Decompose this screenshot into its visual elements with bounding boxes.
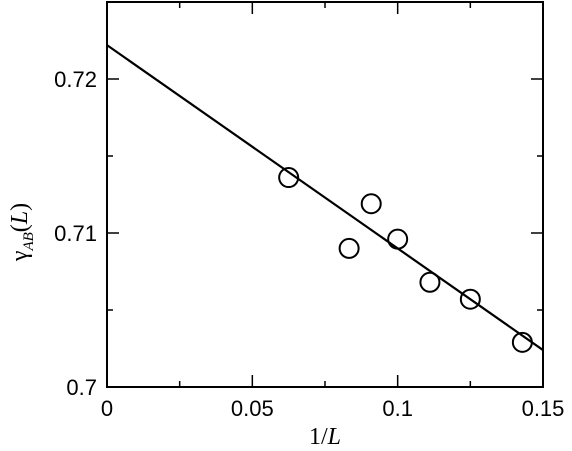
- y-tick-label: 0.7: [66, 375, 97, 400]
- x-tick-label: 0.05: [231, 396, 274, 421]
- y-tick-label: 0.72: [54, 67, 97, 92]
- data-point: [511, 331, 533, 353]
- y-tick-label: 0.71: [54, 221, 97, 246]
- data-point: [338, 237, 360, 259]
- fit-line: [106, 44, 544, 351]
- data-point: [278, 167, 300, 189]
- data-point: [360, 193, 382, 215]
- x-tick-label: 0: [101, 396, 113, 421]
- x-tick-label: 0.15: [522, 396, 565, 421]
- data-point: [419, 271, 441, 293]
- fit-line-group: [106, 44, 544, 351]
- ticks: [106, 2, 544, 388]
- x-tick-label: 0.1: [382, 396, 413, 421]
- data-point: [459, 288, 481, 310]
- x-axis-label: 1/L: [309, 424, 341, 450]
- y-axis-label: γAB(L): [7, 203, 37, 262]
- data-point: [387, 228, 409, 250]
- plot-frame: [106, 1, 544, 388]
- data-points: [278, 167, 533, 353]
- tick-labels: 0 0.05 0.1 0.15 0.7 0.71 0.72: [54, 67, 564, 421]
